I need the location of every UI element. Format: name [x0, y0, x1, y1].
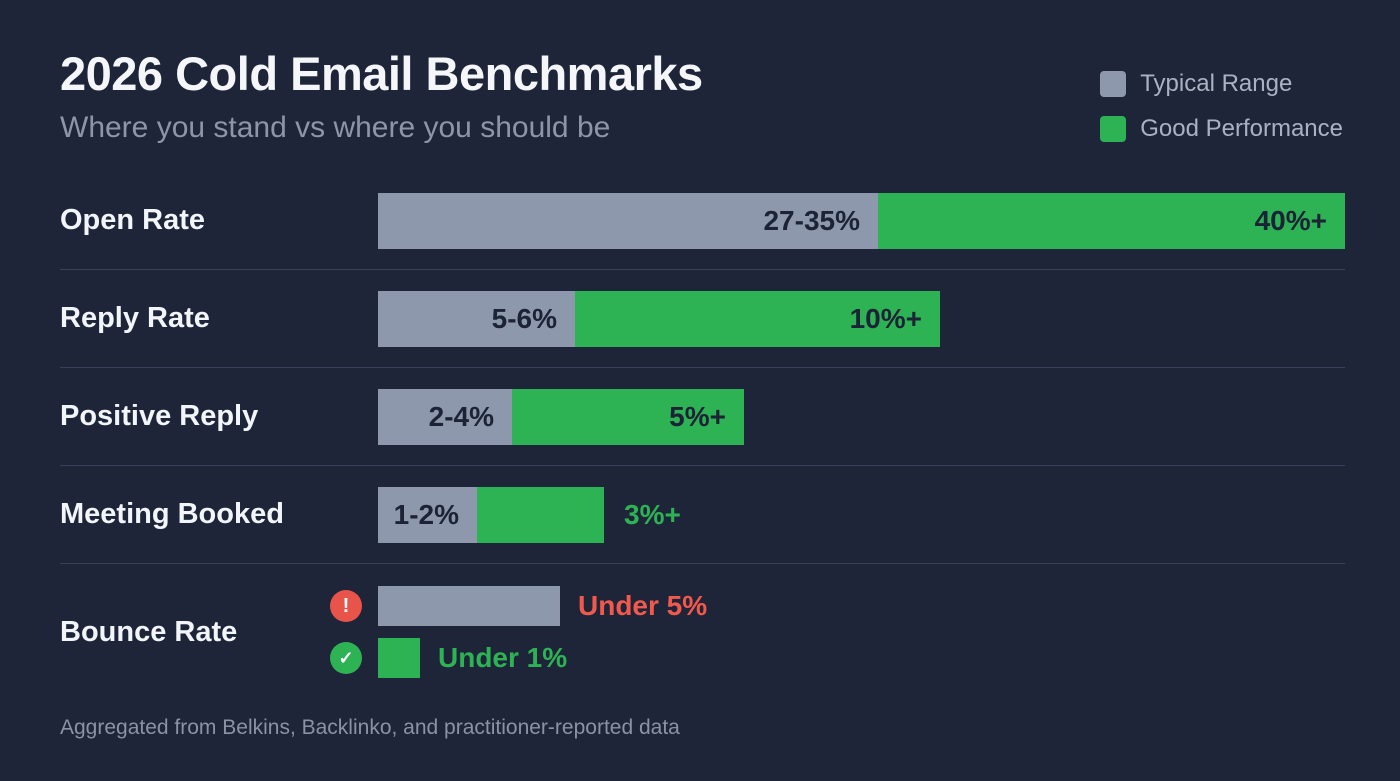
good-performance-value: 40%+ [1254, 204, 1327, 236]
typical-range-value: 2-4% [428, 400, 494, 432]
good-performance-swatch-icon [1100, 116, 1127, 142]
bounce-warning-value: Under 5% [578, 590, 708, 621]
page-title: 2026 Cold Email Benchmarks [60, 47, 703, 100]
bounce-ok-line: ✓ Under 1% [330, 638, 1345, 678]
row-meeting-booked: Meeting Booked 1-2% 3%+ [60, 466, 1345, 564]
bar-group-reply-rate: 5-6% 10%+ [378, 290, 1345, 347]
metric-label-reply-rate: Reply Rate [60, 302, 210, 334]
metric-label-open-rate: Open Rate [60, 204, 206, 236]
good-performance-value: 5%+ [669, 400, 726, 432]
bar-group-meeting-booked: 1-2% 3%+ [378, 486, 1345, 543]
legend-item-good: Good Performance [1100, 115, 1343, 143]
good-performance-value: 10%+ [849, 302, 922, 334]
bar-group-open-rate: 27-35% 40%+ [378, 192, 1345, 249]
warning-icon: ! [330, 590, 362, 622]
good-performance-bar: 40%+ [878, 192, 1345, 249]
typical-range-value: 1-2% [393, 498, 459, 530]
metric-label-bounce-rate: Bounce Rate [60, 615, 238, 648]
row-reply-rate: Reply Rate 5-6% 10%+ [60, 270, 1345, 368]
row-open-rate: Open Rate 27-35% 40%+ [60, 172, 1345, 270]
bounce-ok-value: Under 1% [438, 642, 568, 673]
good-performance-bar: 5%+ [512, 388, 744, 445]
legend-label-good: Good Performance [1140, 115, 1343, 142]
bounce-bar-group: ! Under 5% ✓ Under 1% [330, 586, 1345, 678]
legend-label-typical: Typical Range [1140, 70, 1293, 97]
typical-range-value: 27-35% [763, 204, 860, 236]
legend-item-typical: Typical Range [1100, 70, 1343, 98]
typical-range-bar: 2-4% [378, 388, 512, 445]
metric-label-positive-reply: Positive Reply [60, 400, 259, 432]
row-bounce-rate: Bounce Rate ! Under 5% ✓ Under 1% [60, 564, 1345, 700]
bounce-warning-line: ! Under 5% [330, 586, 1345, 626]
bounce-ok-bar [378, 638, 420, 678]
bar-group-positive-reply: 2-4% 5%+ [378, 388, 1345, 445]
good-performance-bar [477, 486, 604, 543]
good-performance-bar: 10%+ [575, 290, 940, 347]
typical-range-value: 5-6% [491, 302, 557, 334]
row-positive-reply: Positive Reply 2-4% 5%+ [60, 368, 1345, 466]
good-performance-value: 3%+ [624, 498, 681, 530]
source-note: Aggregated from Belkins, Backlinko, and … [60, 716, 680, 739]
bounce-warning-bar [378, 586, 560, 626]
title-block: 2026 Cold Email Benchmarks Where you sta… [60, 46, 703, 145]
metric-label-meeting-booked: Meeting Booked [60, 498, 284, 530]
legend: Typical Range Good Performance [1100, 70, 1343, 143]
chart-rows: Open Rate 27-35% 40%+ Reply Rate 5-6% 10… [0, 172, 1400, 700]
check-icon: ✓ [330, 642, 362, 674]
header: 2026 Cold Email Benchmarks Where you sta… [0, 0, 1400, 145]
typical-range-swatch-icon [1100, 71, 1127, 97]
typical-range-bar: 27-35% [378, 192, 878, 249]
typical-range-bar: 1-2% [378, 486, 477, 543]
page-subtitle: Where you stand vs where you should be [60, 111, 611, 144]
typical-range-bar: 5-6% [378, 290, 575, 347]
